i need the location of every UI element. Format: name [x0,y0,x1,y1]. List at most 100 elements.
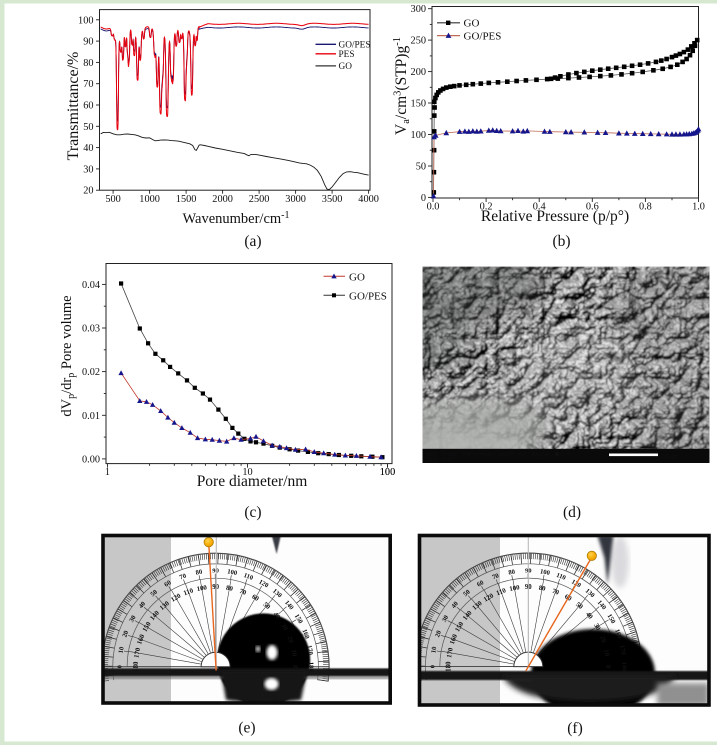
svg-text:120: 120 [257,578,270,589]
svg-text:3000: 3000 [285,194,306,205]
svg-text:1000: 1000 [139,194,160,205]
svg-text:50: 50 [416,162,426,173]
svg-text:GO: GO [339,62,353,72]
svg-text:0: 0 [604,665,611,669]
svg-text:20: 20 [83,186,93,197]
svg-text:10: 10 [118,646,126,654]
svg-text:50: 50 [262,601,272,611]
svg-text:20: 20 [434,629,443,638]
svg-text:3500: 3500 [322,194,343,205]
svg-text:170: 170 [133,647,142,659]
svg-text:GO/PES: GO/PES [464,30,502,42]
svg-text:0: 0 [291,665,298,669]
svg-text:0.04: 0.04 [82,280,100,291]
svg-text:100: 100 [509,584,521,593]
svg-text:2000: 2000 [212,194,233,205]
svg-text:70: 70 [83,79,93,90]
svg-text:160: 160 [300,628,310,640]
svg-text:50: 50 [462,588,472,598]
svg-text:0: 0 [429,664,436,668]
svg-text:160: 160 [136,633,146,646]
svg-text:GO/PES: GO/PES [339,40,371,50]
svg-text:30: 30 [279,622,289,632]
svg-text:(e): (e) [238,720,255,737]
svg-text:PES: PES [339,50,355,60]
svg-text:30: 30 [592,622,602,632]
svg-text:120: 120 [170,592,183,603]
svg-text:150: 150 [454,620,465,633]
svg-text:GO: GO [349,271,365,283]
svg-text:200: 200 [411,67,426,78]
svg-text:10: 10 [289,649,297,658]
svg-text:0.02: 0.02 [82,367,100,378]
svg-text:40: 40 [138,600,148,610]
svg-text:Pore diameter/nm: Pore diameter/nm [197,473,308,490]
svg-text:100: 100 [539,568,551,577]
svg-text:100: 100 [380,467,395,478]
svg-text:50: 50 [574,601,584,611]
svg-text:STD 0930: STD 0930 [427,458,452,464]
svg-text:80: 80 [538,585,547,593]
svg-text:70: 70 [551,588,560,597]
svg-text:0.0: 0.0 [427,201,440,212]
svg-text:30: 30 [441,614,451,624]
svg-text:0: 0 [117,664,124,668]
svg-text:110: 110 [555,572,567,582]
svg-text:4000: 4000 [358,194,379,205]
svg-text:GO: GO [464,18,480,30]
svg-text:Transmittance/%: Transmittance/% [65,52,82,161]
svg-text:40: 40 [271,611,281,621]
svg-text:(b): (b) [552,233,570,250]
svg-text:40: 40 [584,611,594,621]
svg-text:10: 10 [242,467,252,478]
svg-text:1: 1 [105,467,110,478]
svg-text:170: 170 [305,645,314,657]
svg-text:110: 110 [495,587,507,597]
svg-text:0.6: 0.6 [586,201,599,212]
svg-text:1.0: 1.0 [692,201,705,212]
svg-text:120: 120 [483,592,496,603]
svg-text:100: 100 [78,15,93,26]
svg-text:80: 80 [195,569,203,577]
svg-text:(f): (f) [567,720,583,737]
svg-text:40: 40 [83,143,93,154]
svg-text:70: 70 [179,572,188,581]
svg-text:0.01: 0.01 [82,411,100,422]
svg-text:20: 20 [598,635,607,644]
svg-text:80: 80 [225,585,234,593]
svg-text:0: 0 [421,193,426,204]
svg-text:180: 180 [308,662,315,673]
svg-text:60: 60 [250,593,260,603]
svg-text:(a): (a) [244,233,261,250]
svg-text:100: 100 [411,130,426,141]
svg-text:100: 100 [380,467,395,478]
svg-text:30: 30 [128,614,138,624]
svg-text:70: 70 [238,588,247,597]
svg-text:0.4: 0.4 [533,201,546,212]
svg-text:0.8: 0.8 [639,201,652,212]
svg-text:170: 170 [446,647,455,659]
svg-text:300: 300 [411,4,426,15]
svg-text:110: 110 [183,587,195,597]
svg-text:150: 150 [606,613,617,626]
svg-text:250: 250 [411,36,426,47]
svg-text:500: 500 [105,194,120,205]
svg-text:20: 20 [121,629,130,638]
svg-text:180: 180 [133,661,140,672]
svg-text:160: 160 [449,633,459,646]
svg-text:150: 150 [293,613,304,626]
svg-text:160: 160 [613,628,623,640]
svg-text:170: 170 [618,645,627,657]
svg-text:Relative Pressure (p/p°): Relative Pressure (p/p°) [481,208,629,225]
svg-text:2500: 2500 [249,194,270,205]
svg-text:150: 150 [411,99,426,110]
svg-text:50: 50 [83,122,93,133]
svg-text:80: 80 [83,58,93,69]
svg-text:10: 10 [430,645,438,653]
svg-text:60: 60 [83,101,93,112]
svg-text:0.03: 0.03 [82,324,100,335]
svg-text:180: 180 [620,662,627,673]
svg-text:(d): (d) [563,504,581,521]
svg-text:GO/PES: GO/PES [349,290,387,302]
svg-text:0.00: 0.00 [82,454,100,465]
